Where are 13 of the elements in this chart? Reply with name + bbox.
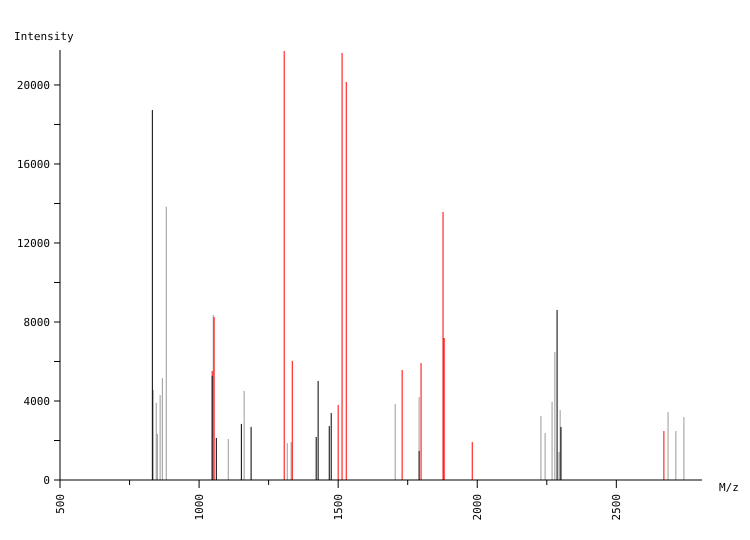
y-tick-label: 16000 <box>16 158 50 171</box>
y-tick-label: 4000 <box>24 394 50 408</box>
x-tick-label: 1000 <box>192 494 206 520</box>
x-tick-label: 1500 <box>332 494 346 520</box>
x-tick-label: 500 <box>54 494 67 514</box>
x-tick-label: 2500 <box>610 494 624 520</box>
y-tick-label: 0 <box>43 474 50 487</box>
y-tick-label: 12000 <box>16 236 50 250</box>
x-tick-label: 2000 <box>471 494 484 520</box>
y-tick-label: 8000 <box>24 316 50 329</box>
y-tick-label: 20000 <box>16 78 50 92</box>
y-axis-title: Intensity <box>14 30 74 43</box>
x-axis-title: M/z <box>719 481 739 494</box>
